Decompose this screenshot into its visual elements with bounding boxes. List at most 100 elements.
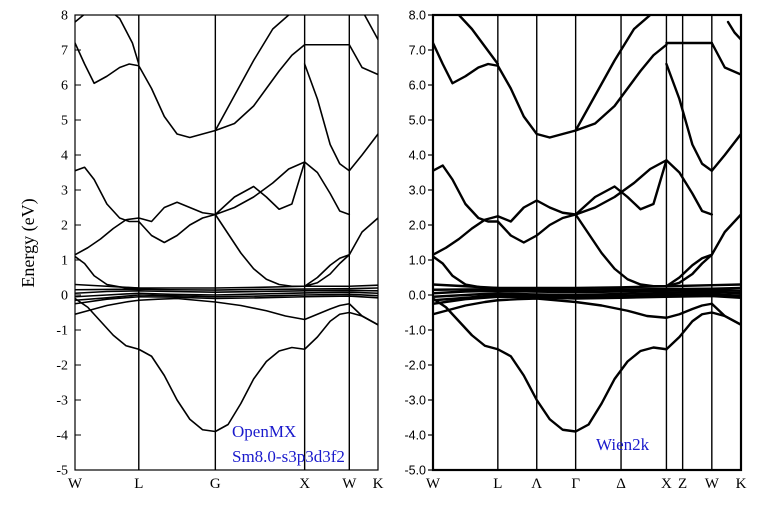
kpoint-label: W	[705, 476, 720, 492]
band-line	[114, 15, 140, 65]
band-line	[363, 15, 378, 41]
band-line	[214, 346, 306, 433]
kpoint-label: Z	[678, 476, 687, 492]
kpoint-label: L	[134, 476, 143, 492]
kpoint-label: L	[493, 476, 502, 492]
y-tick-label: -5.0	[404, 464, 426, 478]
band-line	[214, 161, 351, 216]
y-tick-label: 4	[61, 149, 68, 164]
band-line	[303, 63, 351, 172]
band-line	[574, 159, 714, 216]
y-tick-label: -5	[56, 464, 68, 479]
band-line	[137, 297, 306, 321]
band-line	[574, 159, 668, 216]
band-line	[75, 299, 140, 316]
band-line	[75, 217, 140, 256]
y-tick-label: -1	[56, 324, 68, 339]
y-tick-label: 2.0	[409, 219, 426, 233]
band-line	[137, 348, 217, 433]
band-line	[433, 255, 500, 290]
y-tick-label: 1.0	[409, 254, 426, 268]
kpoint-label: W	[68, 476, 83, 492]
band-lines	[433, 15, 741, 433]
y-tick-label: 6	[61, 79, 68, 94]
band-line	[665, 62, 714, 172]
band-line	[433, 283, 741, 290]
kpoint-label: W	[342, 476, 357, 492]
band-line	[710, 311, 741, 326]
y-tick-label: 6.0	[409, 79, 426, 93]
y-tick-label: 7.0	[409, 44, 426, 58]
band-line	[214, 43, 306, 132]
wien2k-panel: -5.0 -4.0 -3.0 -2.0 -1.0 0.0 1.0 2.0 3.0 4.0 5.0 6.…	[404, 9, 747, 493]
y-tick-label: 5.0	[409, 114, 426, 128]
y-axis-label: Energy (eV)	[18, 198, 39, 287]
band-line	[75, 15, 85, 23]
y-tick-label: -2	[56, 359, 68, 374]
band-line	[214, 161, 306, 216]
band-line	[348, 133, 378, 172]
band-lines	[75, 1, 378, 433]
band-line	[348, 311, 378, 326]
y-tick-label: -3.0	[404, 394, 426, 408]
kpoint-label: Γ	[571, 476, 580, 492]
y-tick-label: -3	[56, 394, 68, 409]
band-line	[137, 213, 217, 244]
band-line	[303, 302, 351, 321]
band-line	[303, 253, 351, 288]
panel-annotation: Sm8.0-s3p3d3f2	[232, 447, 345, 466]
y-tick-label: 2	[61, 219, 68, 234]
y-tick-label: -4	[56, 429, 68, 444]
y-tick-label: 5	[61, 114, 68, 129]
band-line	[137, 201, 217, 223]
kpoint-label: W	[426, 476, 441, 492]
band-line	[433, 164, 500, 223]
y-tick-label: -4.0	[404, 429, 426, 443]
band-line	[665, 311, 714, 351]
y-tick-label: 8	[61, 9, 68, 24]
band-line	[75, 166, 140, 223]
plot-frame	[431, 13, 743, 472]
y-tick-label: 0	[61, 289, 68, 304]
band-line	[665, 302, 714, 319]
band-line	[710, 213, 741, 256]
band-line	[214, 15, 291, 132]
kpoint-label: X	[661, 476, 672, 492]
band-line	[137, 64, 217, 139]
band-line	[574, 43, 668, 132]
panel-annotation: OpenMX	[232, 422, 296, 441]
kpoint-label: K	[736, 476, 747, 492]
band-line	[75, 297, 140, 351]
band-line	[433, 297, 500, 351]
y-tick-label: 0.0	[409, 289, 426, 303]
plot-frame	[74, 14, 379, 471]
band-line	[303, 253, 351, 288]
band-line	[348, 43, 378, 76]
kpoint-label: Λ	[531, 476, 542, 492]
band-line	[75, 283, 378, 289]
band-line	[75, 42, 140, 85]
kpoint-label: Δ	[616, 476, 626, 492]
y-tick-label: -2.0	[404, 359, 426, 373]
kpoint-label: G	[210, 476, 221, 492]
y-tick-label: -1.0	[404, 324, 426, 338]
band-line	[457, 15, 500, 66]
band-line	[75, 255, 140, 289]
band-line	[710, 41, 741, 76]
band-line	[496, 297, 668, 319]
band-line	[433, 41, 500, 85]
band-line	[305, 1, 350, 12]
y-tick-label: 8.0	[409, 9, 426, 23]
y-tick-label: 3	[61, 184, 68, 199]
band-line	[214, 213, 306, 288]
kpoint-label: K	[373, 476, 384, 492]
kpoint-label: X	[299, 476, 310, 492]
band-line	[665, 253, 714, 288]
band-line	[303, 311, 351, 351]
band-line	[433, 299, 500, 316]
band-line	[348, 217, 378, 256]
y-tick-label: 1	[61, 254, 68, 269]
band-line	[710, 132, 741, 172]
panel-annotation: Wien2k	[596, 435, 650, 454]
